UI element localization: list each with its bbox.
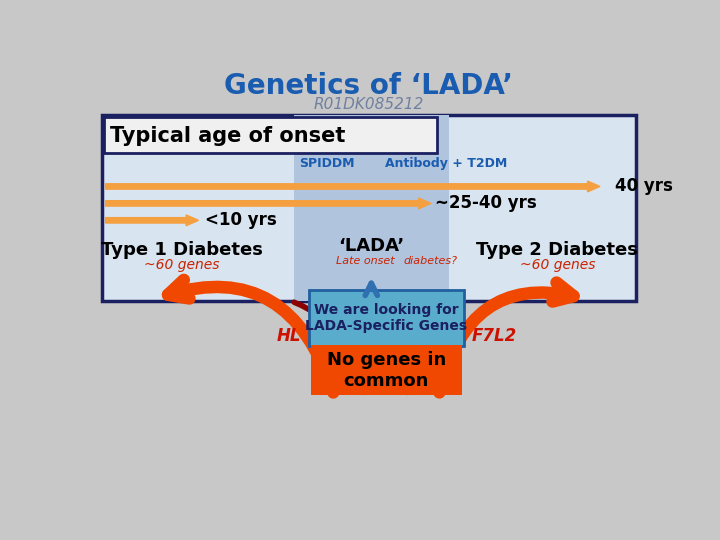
FancyBboxPatch shape	[310, 291, 464, 346]
FancyArrowPatch shape	[294, 302, 365, 393]
FancyArrowPatch shape	[168, 280, 333, 393]
Text: SPIDDM: SPIDDM	[299, 157, 354, 170]
Text: Typical age of onset: Typical age of onset	[110, 126, 346, 146]
Text: Genetics of ‘LADA’: Genetics of ‘LADA’	[225, 72, 513, 100]
Text: Late onset: Late onset	[336, 256, 395, 266]
Text: HL: HL	[276, 327, 301, 345]
Text: F7L2: F7L2	[472, 327, 516, 345]
Text: ~60 genes: ~60 genes	[144, 258, 219, 272]
FancyBboxPatch shape	[311, 345, 462, 395]
Text: ~25-40 yrs: ~25-40 yrs	[435, 194, 536, 212]
FancyArrowPatch shape	[407, 303, 449, 393]
FancyArrow shape	[106, 198, 431, 209]
Text: ‘LADA’: ‘LADA’	[338, 237, 405, 255]
FancyBboxPatch shape	[294, 115, 449, 301]
Text: R01DK085212: R01DK085212	[314, 97, 424, 112]
Text: ~60 genes: ~60 genes	[520, 258, 595, 272]
Text: We are looking for
LADA-Specific Genes: We are looking for LADA-Specific Genes	[305, 303, 467, 333]
FancyArrow shape	[106, 215, 199, 226]
Text: Antibody + T2DM: Antibody + T2DM	[385, 157, 508, 170]
Text: Type 1 Diabetes: Type 1 Diabetes	[101, 241, 262, 259]
Text: diabetes?: diabetes?	[404, 256, 458, 266]
FancyArrowPatch shape	[439, 282, 574, 393]
FancyArrow shape	[106, 181, 600, 192]
Text: <10 yrs: <10 yrs	[204, 211, 276, 230]
Text: 40 yrs: 40 yrs	[616, 178, 673, 195]
FancyBboxPatch shape	[102, 115, 636, 301]
Text: No genes in
common: No genes in common	[327, 350, 446, 389]
Text: Type 2 Diabetes: Type 2 Diabetes	[477, 241, 638, 259]
FancyBboxPatch shape	[104, 117, 437, 153]
FancyArrowPatch shape	[365, 283, 377, 295]
